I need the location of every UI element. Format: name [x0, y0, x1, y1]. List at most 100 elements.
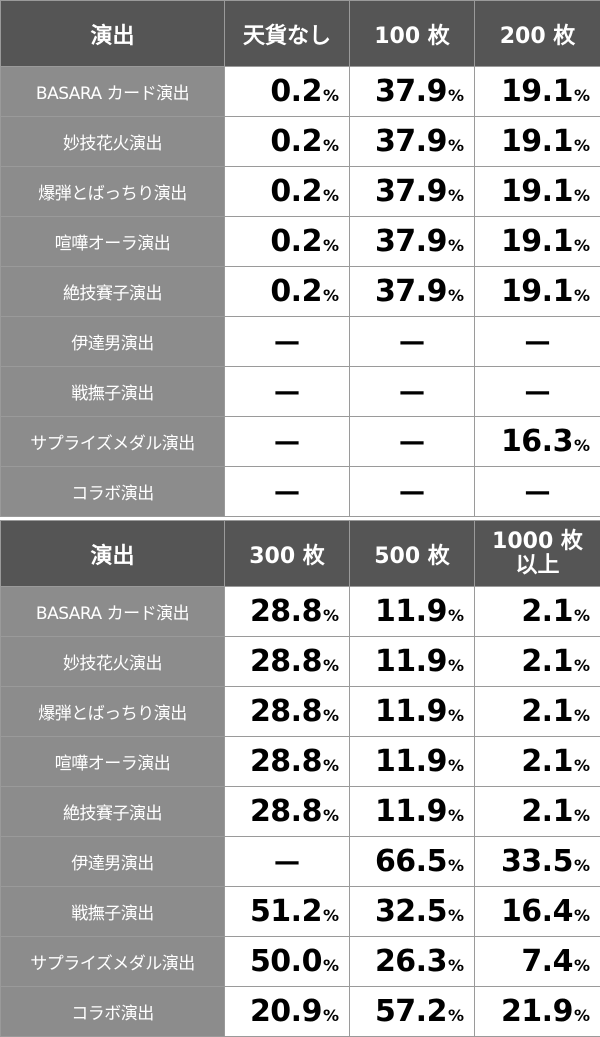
value-cell: 11.9% [350, 637, 475, 687]
percent-value: 19.1 [501, 224, 573, 259]
percent-unit: % [448, 656, 464, 675]
percent-unit: % [574, 136, 590, 155]
percent-unit: % [574, 656, 590, 675]
percent-unit: % [448, 956, 464, 975]
percent-unit: % [574, 856, 590, 875]
no-value-dash: — [274, 477, 300, 507]
value-cell: 32.5% [350, 887, 475, 937]
value-cell: 11.9% [350, 687, 475, 737]
percent-unit: % [448, 706, 464, 725]
percent-unit: % [574, 286, 590, 305]
no-value-dash: — [525, 377, 551, 407]
percent-unit: % [323, 136, 339, 155]
percent-value: 19.1 [501, 124, 573, 159]
percent-unit: % [323, 706, 339, 725]
percent-value: 33.5 [501, 844, 573, 879]
percent-unit: % [323, 906, 339, 925]
value-cell: 11.9% [350, 787, 475, 837]
value-cell: 37.9% [350, 217, 475, 267]
percent-unit: % [448, 236, 464, 255]
percent-value: 2.1 [521, 744, 573, 779]
value-cell: 37.9% [350, 267, 475, 317]
no-value-dash: — [274, 327, 300, 357]
value-cell: — [225, 467, 350, 517]
no-value-dash: — [525, 477, 551, 507]
value-cell: 19.1% [475, 67, 600, 117]
value-cell: 50.0% [225, 937, 350, 987]
percent-unit: % [574, 186, 590, 205]
percent-unit: % [448, 806, 464, 825]
value-cell: 11.9% [350, 737, 475, 787]
table-header-row: 演出 300 枚 500 枚 1000 枚以上 [1, 521, 600, 587]
percent-value: 0.2 [270, 74, 322, 109]
percent-unit: % [448, 856, 464, 875]
percent-value: 16.3 [501, 424, 573, 459]
percent-value: 2.1 [521, 594, 573, 629]
value-cell: — [350, 417, 475, 467]
no-value-dash: — [274, 427, 300, 457]
no-value-dash: — [274, 377, 300, 407]
percent-unit: % [323, 186, 339, 205]
value-cell: — [225, 417, 350, 467]
percent-unit: % [574, 806, 590, 825]
column-header-tenpai-none: 天貨なし [225, 1, 350, 67]
percent-value: 26.3 [375, 944, 447, 979]
percent-value: 51.2 [250, 894, 322, 929]
value-cell: 2.1% [475, 737, 600, 787]
percent-value: 50.0 [250, 944, 322, 979]
column-header-1000-plus: 1000 枚以上 [475, 521, 600, 587]
value-cell: 16.3% [475, 417, 600, 467]
value-cell: 37.9% [350, 67, 475, 117]
row-label: 絶技賽子演出 [1, 267, 225, 317]
percent-unit: % [323, 236, 339, 255]
value-cell: 28.8% [225, 687, 350, 737]
value-cell: 2.1% [475, 787, 600, 837]
percent-value: 37.9 [375, 274, 447, 309]
value-cell: 28.8% [225, 637, 350, 687]
row-label: サプライズメダル演出 [1, 417, 225, 467]
value-cell: 16.4% [475, 887, 600, 937]
no-value-dash: — [399, 427, 425, 457]
percent-unit: % [574, 756, 590, 775]
percent-unit: % [323, 956, 339, 975]
table-row: 戦撫子演出——— [1, 367, 600, 417]
value-cell: 19.1% [475, 267, 600, 317]
percent-value: 21.9 [501, 994, 573, 1029]
row-label: コラボ演出 [1, 987, 225, 1037]
row-label: BASARA カード演出 [1, 587, 225, 637]
value-cell: 19.1% [475, 167, 600, 217]
percent-unit: % [448, 1006, 464, 1025]
value-cell: 2.1% [475, 637, 600, 687]
percent-unit: % [574, 436, 590, 455]
row-label: 妙技花火演出 [1, 637, 225, 687]
percent-unit: % [448, 86, 464, 105]
percent-unit: % [323, 606, 339, 625]
row-label: 喧嘩オーラ演出 [1, 737, 225, 787]
no-value-dash: — [399, 327, 425, 357]
value-cell: 19.1% [475, 117, 600, 167]
value-cell: 21.9% [475, 987, 600, 1037]
percent-unit: % [574, 606, 590, 625]
table-row: 伊達男演出——— [1, 317, 600, 367]
percent-value: 28.8 [250, 594, 322, 629]
column-header-effect: 演出 [1, 1, 225, 67]
percent-value: 16.4 [501, 894, 573, 929]
percent-value: 37.9 [375, 74, 447, 109]
row-label: コラボ演出 [1, 467, 225, 517]
value-cell: 0.2% [225, 267, 350, 317]
percent-unit: % [323, 1006, 339, 1025]
value-cell: — [475, 317, 600, 367]
column-header-200: 200 枚 [475, 1, 600, 67]
column-header-100: 100 枚 [350, 1, 475, 67]
row-label: サプライズメダル演出 [1, 937, 225, 987]
value-cell: 2.1% [475, 587, 600, 637]
percent-value: 28.8 [250, 644, 322, 679]
